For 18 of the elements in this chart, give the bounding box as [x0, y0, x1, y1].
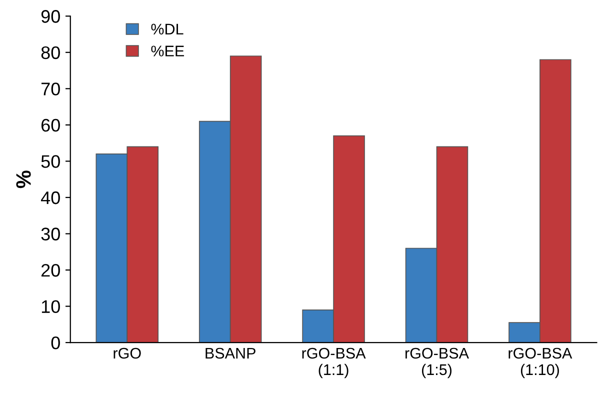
y-tick-label: 20 [41, 264, 60, 277]
y-tick-label: 10 [42, 300, 60, 313]
y-tick-label: 90 [41, 10, 60, 23]
y-tick-label: 50 [41, 155, 60, 168]
y-tick-label: 0 [51, 336, 60, 350]
y-axis-title: % [16, 170, 31, 188]
x-tick-label: rGO-BSA (1:5) [406, 348, 469, 378]
x-tick-label: BSANP [206, 348, 256, 359]
y-tick-label: 60 [41, 118, 60, 132]
legend-label: %DL [151, 24, 184, 35]
x-tick-label: rGO [114, 348, 141, 359]
y-tick-label: 80 [41, 46, 60, 60]
legend-label: %EE [151, 46, 184, 56]
y-tick-label: 30 [41, 228, 60, 240]
x-tick-label: rGO-BSA (1:1) [302, 348, 366, 378]
x-tick-label: rGO-BSA (1:10) [508, 348, 572, 378]
y-tick-label: 70 [42, 82, 60, 96]
y-tick-label: 40 [40, 191, 60, 204]
